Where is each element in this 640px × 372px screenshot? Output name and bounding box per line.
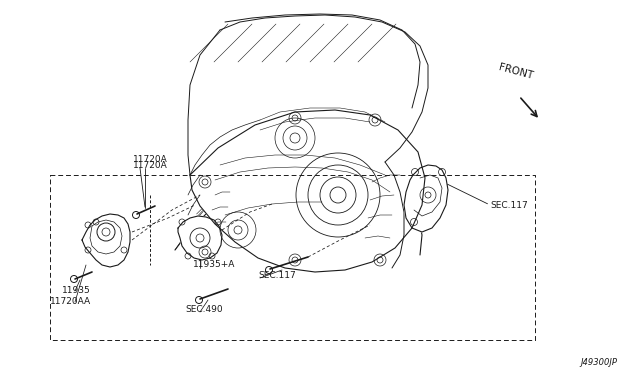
Polygon shape bbox=[82, 214, 130, 267]
Text: SEC.117: SEC.117 bbox=[258, 271, 296, 280]
Text: FRONT: FRONT bbox=[497, 62, 534, 81]
Polygon shape bbox=[190, 110, 425, 272]
Polygon shape bbox=[178, 216, 222, 260]
Text: SEC.117: SEC.117 bbox=[490, 201, 528, 210]
Text: 11935+A: 11935+A bbox=[193, 260, 236, 269]
Text: 11720A: 11720A bbox=[133, 161, 168, 170]
Text: 11935: 11935 bbox=[62, 286, 91, 295]
Polygon shape bbox=[404, 165, 448, 232]
Text: 11720A: 11720A bbox=[133, 155, 168, 164]
Text: SEC.490: SEC.490 bbox=[185, 305, 223, 314]
Text: J49300JP: J49300JP bbox=[580, 358, 617, 367]
Text: 11720AA: 11720AA bbox=[50, 297, 91, 306]
